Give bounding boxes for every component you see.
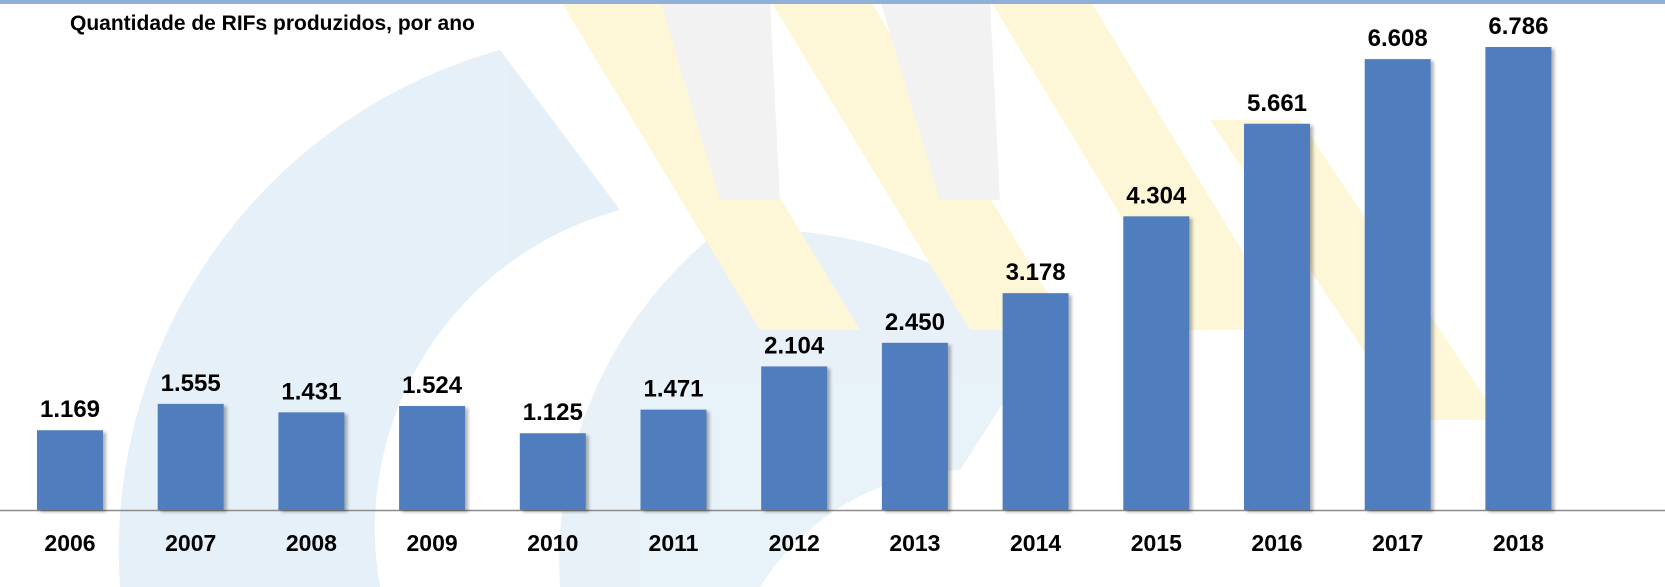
bar	[278, 412, 345, 510]
value-label: 4.304	[1126, 182, 1187, 209]
bar	[1244, 123, 1310, 510]
x-tick-label: 2016	[1251, 530, 1302, 556]
x-tick-label: 2017	[1372, 530, 1423, 556]
bar	[1485, 47, 1552, 510]
x-tick-label: 2009	[407, 530, 458, 556]
x-tick-label: 2012	[769, 530, 820, 556]
x-tick-label: 2007	[165, 530, 216, 556]
value-label: 1.555	[161, 370, 221, 397]
value-label: 6.608	[1368, 25, 1428, 52]
value-label: 6.786	[1488, 13, 1548, 40]
bar	[157, 403, 224, 510]
bar	[519, 433, 586, 510]
x-tick-label: 2011	[649, 530, 699, 556]
value-label: 2.450	[885, 309, 945, 336]
value-label: 3.178	[1006, 259, 1066, 286]
value-label: 1.125	[523, 399, 583, 426]
value-label: 1.524	[402, 372, 463, 399]
x-tick-label: 2008	[286, 530, 337, 556]
bar	[399, 406, 466, 510]
bar	[640, 409, 707, 510]
x-tick-label: 2015	[1131, 530, 1182, 556]
x-tick-label: 2010	[527, 530, 578, 556]
bar	[881, 342, 948, 510]
value-label: 1.169	[40, 396, 100, 423]
bar	[761, 366, 828, 510]
bar	[1123, 216, 1190, 511]
top-border	[0, 0, 1665, 4]
x-tick-label: 2018	[1493, 530, 1544, 556]
bar	[37, 430, 103, 510]
bar	[1002, 293, 1069, 510]
x-tick-label: 2014	[1010, 530, 1061, 556]
chart-title: Quantidade de RIFs produzidos, por ano	[70, 12, 475, 35]
value-label: 5.661	[1247, 90, 1307, 117]
value-label: 2.104	[764, 332, 825, 359]
bar	[1364, 59, 1431, 510]
x-tick-label: 2006	[44, 530, 95, 556]
value-label: 1.431	[281, 378, 341, 405]
value-label: 1.471	[643, 376, 703, 403]
x-tick-label: 2013	[889, 530, 940, 556]
